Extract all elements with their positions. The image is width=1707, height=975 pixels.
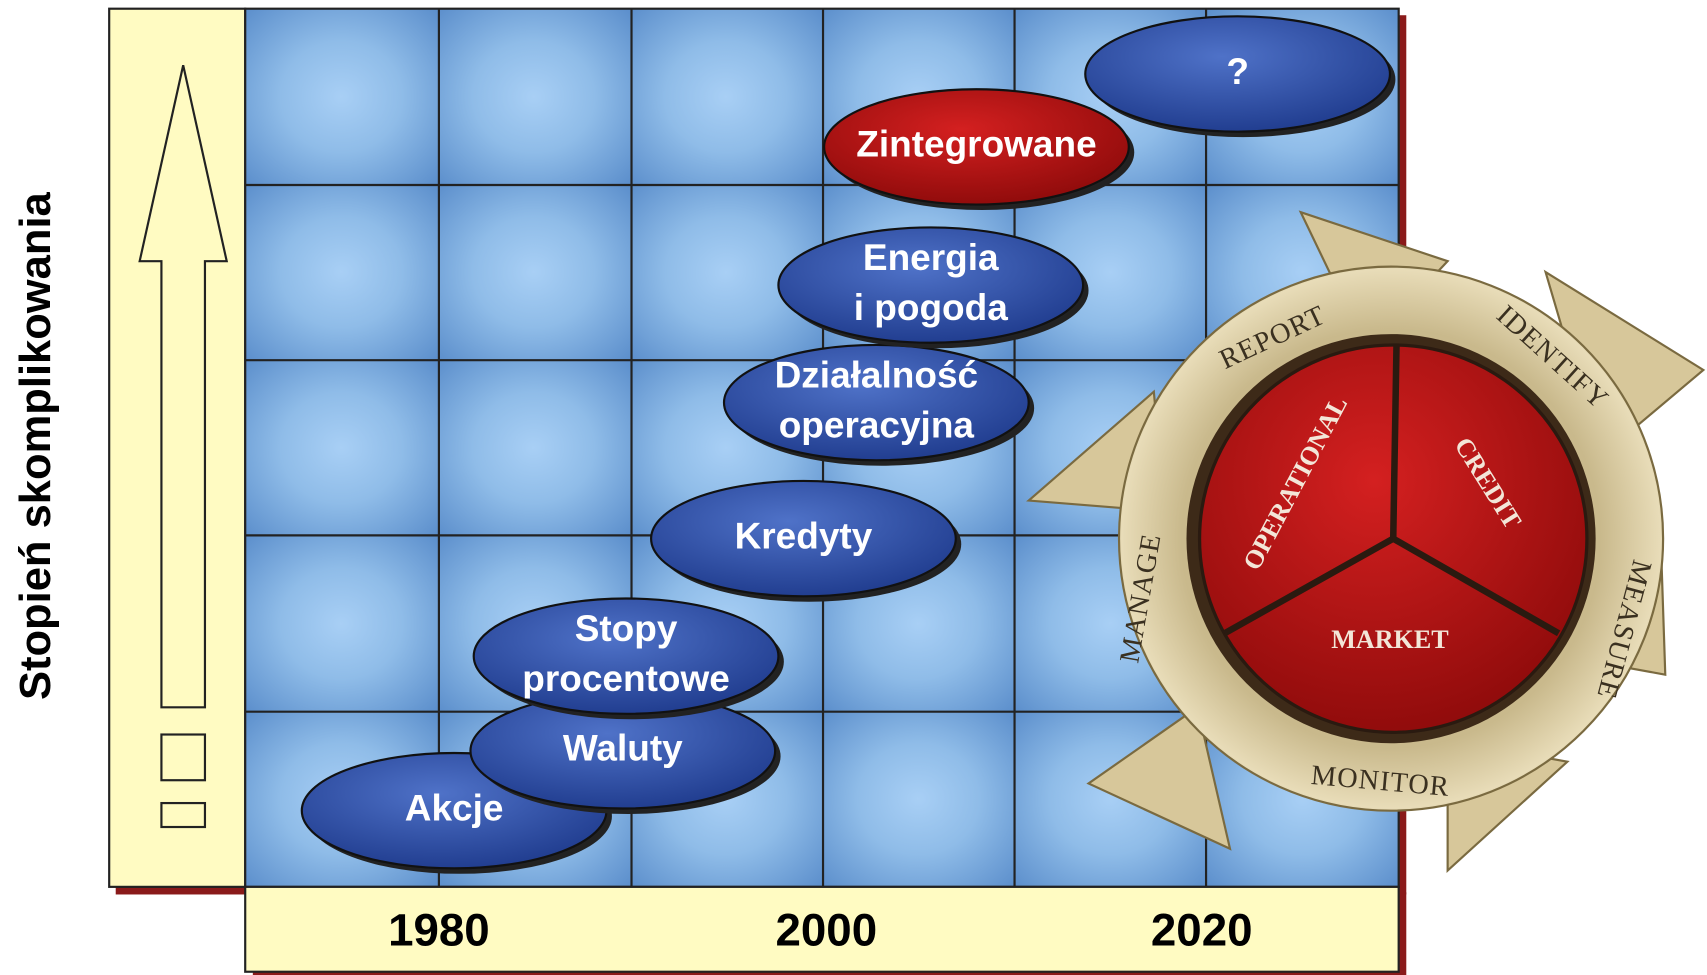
- y-axis-label: Stopień skomplikowania: [12, 191, 60, 700]
- bubble-label: Energia: [863, 237, 999, 278]
- bubble-label: Zintegrowane: [856, 124, 1096, 165]
- year-label: 2020: [1151, 905, 1253, 956]
- bubble-label: ?: [1226, 51, 1249, 92]
- bubble-label: Stopy: [575, 608, 678, 649]
- year-label: 2000: [775, 905, 877, 956]
- bubble-label: i pogoda: [854, 287, 1009, 328]
- diagram: Stopień skomplikowania 198020002020 REPO…: [0, 0, 1707, 975]
- arrow-block: [161, 803, 205, 827]
- arrow-block: [161, 735, 205, 781]
- bubble-label: Działalność: [775, 354, 979, 395]
- bubble-label: Akcje: [405, 787, 504, 828]
- segment-label: MARKET: [1331, 625, 1449, 654]
- bubble-label: operacyjna: [779, 404, 975, 445]
- bubble-label: procentowe: [522, 658, 730, 699]
- bubble-label: Kredyty: [735, 515, 873, 556]
- bubble-label: Waluty: [563, 728, 683, 769]
- year-label: 1980: [388, 905, 490, 956]
